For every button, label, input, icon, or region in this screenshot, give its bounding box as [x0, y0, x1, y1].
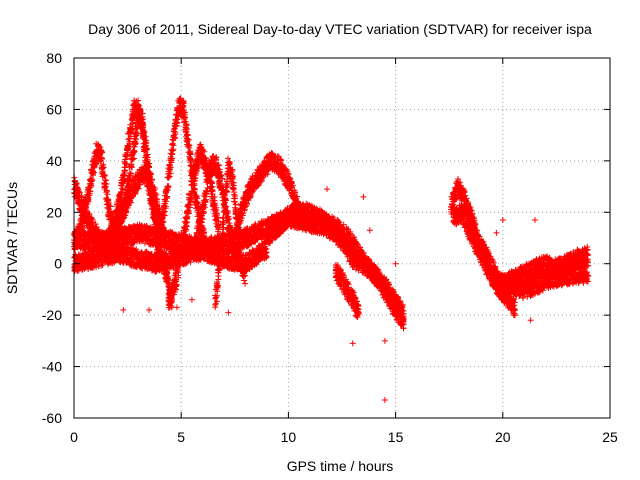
data-point [130, 147, 137, 154]
data-point [75, 188, 82, 195]
data-point [76, 189, 83, 196]
data-point [133, 132, 140, 139]
data-point [129, 164, 136, 171]
data-point [89, 170, 96, 177]
data-point [98, 155, 105, 162]
data-point [97, 144, 104, 151]
data-point [86, 210, 93, 217]
data-point [78, 223, 85, 230]
data-point [99, 149, 106, 156]
data-point [129, 156, 136, 163]
data-point [102, 177, 109, 184]
data-point [103, 180, 110, 187]
data-point [105, 199, 112, 206]
data-point [144, 151, 151, 158]
data-point [132, 128, 139, 135]
data-point [132, 136, 139, 143]
data-points [71, 95, 592, 403]
data-point [98, 154, 105, 161]
data-point [95, 143, 102, 150]
data-point [87, 188, 94, 195]
data-point [101, 172, 108, 179]
data-point [89, 177, 96, 184]
data-point [101, 180, 108, 187]
data-point [88, 178, 95, 185]
data-point [104, 191, 111, 198]
data-point [83, 204, 90, 211]
data-point [88, 182, 95, 189]
data-point [102, 183, 109, 190]
data-point [105, 196, 112, 203]
data-point [103, 187, 110, 194]
data-point [100, 161, 107, 168]
data-point [130, 155, 137, 162]
data-point [128, 170, 135, 177]
